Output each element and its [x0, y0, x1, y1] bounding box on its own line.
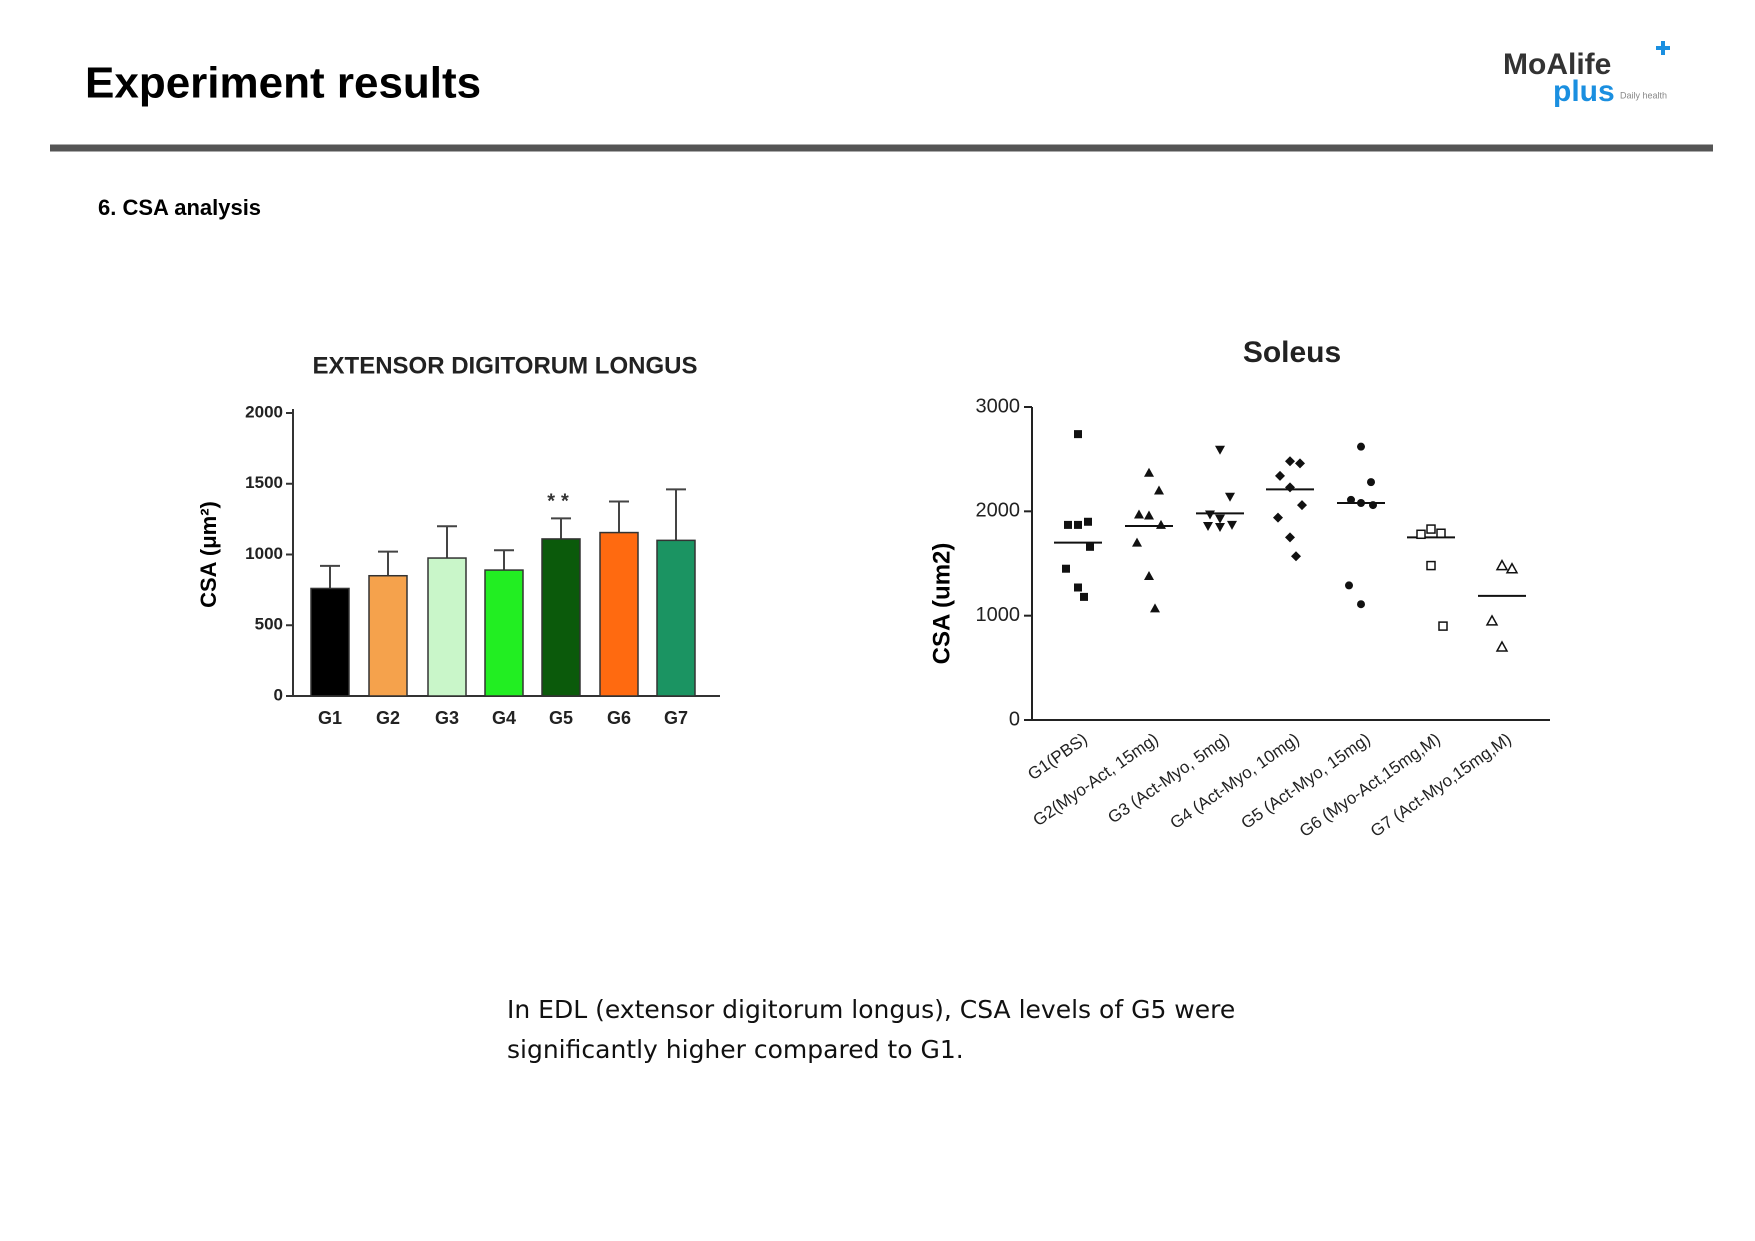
data-point [1132, 537, 1142, 547]
data-point [1485, 614, 1499, 626]
data-point [1273, 512, 1283, 523]
x-tick-label: G3 (Act-Myo, 5mg) [1104, 729, 1233, 827]
data-point [1495, 640, 1509, 652]
section-heading: 6. CSA analysis [98, 195, 261, 220]
data-point [1495, 559, 1509, 571]
logo-sub: plus [1553, 75, 1615, 108]
data-point [1426, 560, 1436, 571]
x-tick-label: G2 [376, 708, 400, 728]
data-point [1416, 529, 1426, 540]
bar [484, 569, 524, 697]
bar [541, 538, 581, 697]
data-point [1291, 551, 1301, 562]
x-tick-label: G1(PBS) [1024, 729, 1091, 784]
data-point [1297, 500, 1307, 511]
data-point [1285, 456, 1295, 467]
y-tick-label: 0 [274, 685, 283, 704]
y-tick-label: 2000 [976, 500, 1021, 522]
data-point [1367, 478, 1375, 487]
y-tick-label: 0 [1009, 708, 1020, 730]
data-point [1285, 482, 1295, 493]
data-point [1150, 603, 1160, 613]
bar [599, 531, 639, 697]
x-tick-label: G5 (Act-Myo, 15mg) [1238, 729, 1374, 832]
data-point [1215, 445, 1225, 455]
y-axis-label: CSA (um2) [928, 543, 955, 665]
x-tick-label: G4 [492, 708, 516, 728]
data-point [1205, 510, 1215, 520]
x-tick-label: G4 (Act-Myo, 10mg) [1167, 729, 1303, 832]
logo-tagline: Daily health [1620, 90, 1667, 100]
data-point [1074, 430, 1082, 439]
bar [368, 574, 408, 697]
x-tick-label: G1 [318, 708, 342, 728]
page-title: Experiment results [85, 59, 481, 108]
logo-main: MoAlife [1503, 48, 1611, 81]
data-point [1227, 520, 1237, 530]
y-tick-label: 1500 [245, 473, 283, 492]
data-point [1064, 520, 1072, 529]
data-point [1426, 524, 1436, 534]
x-tick-label: G6 [607, 708, 631, 728]
data-point [1357, 498, 1365, 507]
y-tick-label: 1000 [245, 544, 283, 563]
chart-title: EXTENSOR DIGITORUM LONGUS [313, 352, 698, 379]
data-point [1436, 528, 1446, 538]
bar [310, 587, 350, 697]
y-tick-label: 3000 [976, 395, 1021, 417]
data-point [1295, 458, 1305, 469]
data-point [1505, 562, 1519, 574]
x-tick-label: G7 [664, 708, 688, 728]
data-point [1154, 485, 1164, 495]
data-point [1369, 501, 1377, 510]
data-point [1084, 517, 1092, 526]
data-point [1345, 581, 1353, 590]
data-point [1225, 492, 1235, 502]
data-point [1080, 592, 1088, 601]
data-point [1144, 510, 1154, 520]
data-point [1203, 521, 1213, 531]
data-point [1156, 519, 1166, 529]
data-point [1215, 514, 1225, 524]
data-point [1062, 564, 1070, 573]
data-point [1074, 583, 1082, 592]
data-point [1347, 495, 1355, 504]
y-tick-label: 1000 [976, 604, 1021, 626]
x-tick-label: G5 [549, 708, 573, 728]
y-tick-label: 500 [255, 615, 283, 634]
y-axis-label: CSA (μm²) [196, 501, 221, 608]
data-point [1144, 467, 1154, 477]
bar [656, 539, 696, 697]
y-tick-label: 2000 [245, 402, 283, 421]
annotation: ** [547, 491, 575, 513]
data-point [1285, 532, 1295, 543]
data-point [1215, 522, 1225, 532]
bar [427, 557, 467, 697]
data-point [1144, 571, 1154, 581]
logo-plus [1656, 41, 1670, 55]
x-tick-label: G3 [435, 708, 459, 728]
data-point [1357, 442, 1365, 451]
data-point [1275, 470, 1285, 481]
data-point [1086, 542, 1094, 551]
data-point [1357, 600, 1365, 609]
data-point [1074, 520, 1082, 529]
caption: In EDL (extensor digitorum longus), CSA … [507, 995, 1236, 1064]
data-point [1134, 509, 1144, 519]
data-point [1438, 621, 1448, 631]
chart-title: Soleus [1243, 336, 1341, 369]
x-tick-label: G2(Myo-Act, 15mg) [1029, 729, 1161, 830]
